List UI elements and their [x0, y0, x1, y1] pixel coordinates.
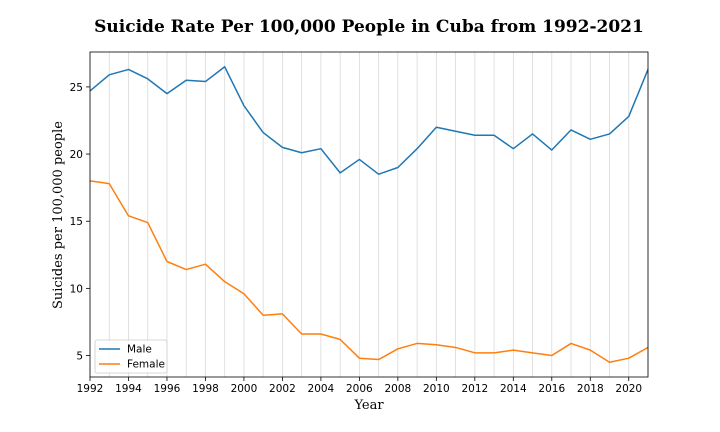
x-tick-label: 2000: [231, 383, 258, 395]
y-tick-label: 20: [70, 149, 83, 161]
x-tick-label: 2016: [538, 383, 565, 395]
x-tick-label: 1996: [154, 383, 181, 395]
y-tick-label: 25: [70, 82, 83, 94]
y-axis-label: Suicides per 100,000 people: [51, 121, 66, 309]
x-tick-label: 2018: [577, 383, 604, 395]
x-tick-label: 2004: [308, 383, 335, 395]
legend: Male Female: [94, 339, 168, 374]
x-tick-label: 1998: [192, 383, 219, 395]
x-tick-label: 2002: [269, 383, 296, 395]
gridlines: [89, 52, 649, 377]
x-tick-label: 2012: [461, 383, 488, 395]
chart-title: Suicide Rate Per 100,000 People in Cuba …: [94, 17, 644, 37]
x-tick-label: 2010: [423, 383, 450, 395]
legend-label-female: Female: [127, 359, 165, 371]
y-tick-label: 5: [76, 351, 83, 363]
series-line-male: [89, 66, 649, 175]
x-tick-label: 2020: [615, 383, 642, 395]
x-tick-label: 1994: [115, 383, 142, 395]
legend-label-male: Male: [127, 344, 152, 356]
x-tick-label: 2006: [346, 383, 373, 395]
x-axis-ticks: 1992 1994 1996 1998 2000 2002 2004 2006 2008 2010…: [77, 377, 642, 395]
series-lines: [89, 66, 649, 363]
series-line-female: [89, 180, 649, 363]
x-tick-label: 1992: [77, 383, 104, 395]
x-tick-label: 2008: [384, 383, 411, 395]
plot-frame: [89, 51, 649, 378]
y-axis-ticks: 5 10 15 20 25: [70, 82, 90, 363]
y-tick-label: 15: [70, 216, 83, 228]
y-tick-label: 10: [70, 283, 83, 295]
x-tick-label: 2014: [500, 383, 527, 395]
x-axis-label: Year: [353, 398, 384, 413]
